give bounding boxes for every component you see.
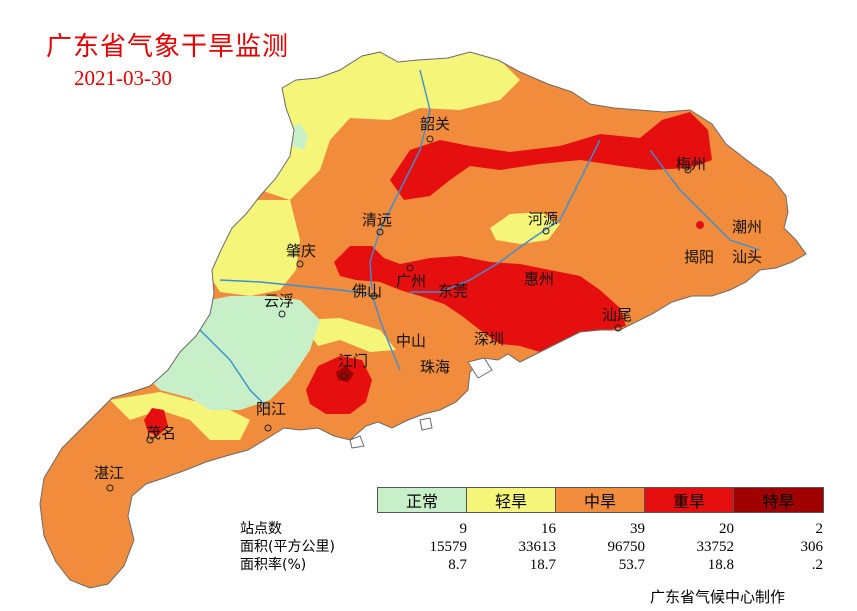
city-label-maoming: 茂名	[146, 424, 177, 442]
map-date: 2021-03-30	[74, 66, 172, 90]
zone-extreme-jiangmen	[336, 366, 354, 382]
marker-shanwei	[614, 324, 622, 332]
city-label-dongguan: 东莞	[438, 282, 469, 300]
zone-normal-west	[150, 296, 320, 410]
city-label-yunfu: 云浮	[264, 292, 295, 310]
city-label-shantou: 汕头	[732, 248, 763, 266]
zone-severe-maoming	[144, 408, 168, 436]
city-label-chaozhou: 潮州	[732, 218, 763, 236]
city-label-zhuhai: 珠海	[420, 358, 451, 376]
stats-value: 18.8	[707, 557, 734, 573]
zone-severe-jiangmen	[306, 356, 372, 414]
stats-value: .2	[811, 557, 823, 573]
legend-severe: 重旱	[645, 488, 734, 512]
marker-meizhou	[684, 166, 692, 174]
stats-row-area: 面积(平方公里) 15579 33613 96750 33752 306	[240, 538, 823, 556]
river-han	[649, 149, 761, 251]
legend-light: 轻旱	[467, 488, 556, 512]
stats-value: 8.7	[448, 557, 467, 573]
city-label-zhaoqing: 肇庆	[286, 242, 317, 260]
zone-light-central	[300, 318, 396, 352]
city-label-jiangmen: 江门	[338, 352, 369, 370]
city-label-jieyang: 揭阳	[684, 248, 715, 266]
stats-value: 15579	[429, 539, 468, 555]
stats-value: 16	[541, 521, 556, 537]
legend-moderate: 中旱	[556, 488, 645, 512]
river-east	[410, 139, 601, 293]
stats-value: 306	[800, 539, 824, 555]
stats-value: 20	[719, 521, 734, 537]
city-label-zhanjiang: 湛江	[94, 464, 125, 482]
city-label-guangzhou: 广州	[396, 272, 427, 290]
stats-value: 39	[630, 521, 645, 537]
island-2	[419, 417, 433, 431]
city-label-shanwei: 汕尾	[602, 306, 633, 324]
stats-value: 53.7	[618, 557, 645, 573]
marker-guangzhou	[406, 264, 414, 272]
marker-foshan	[370, 292, 378, 300]
city-label-shenzhen: 深圳	[474, 330, 505, 348]
marker-jiangmen	[340, 372, 348, 380]
zone-light-south	[110, 392, 250, 440]
marker-yunfu	[278, 310, 286, 318]
stats-table: 站点数 9 16 39 20 2 面积(平方公里) 15579 33613 96…	[240, 520, 823, 574]
city-label-foshan: 佛山	[352, 282, 383, 300]
city-markers	[106, 135, 692, 492]
marker-qingyuan	[376, 228, 384, 236]
islands	[349, 357, 493, 449]
stats-label: 面积率(%)	[240, 557, 307, 573]
stats-value: 33613	[518, 539, 557, 555]
stats-value: 33752	[696, 539, 735, 555]
zone-severe-north	[390, 112, 712, 200]
city-label-heyuan: 河源	[528, 210, 559, 228]
marker-shaoguan	[426, 135, 434, 143]
stats-value: 18.7	[529, 557, 556, 573]
city-label-meizhou: 梅州	[676, 155, 707, 173]
city-label-zhongshan: 中山	[396, 332, 427, 350]
marker-yangjiang	[264, 424, 272, 432]
marker-maoming	[146, 436, 154, 444]
zone-light-north	[260, 52, 520, 200]
city-label-huizhou: 惠州	[524, 270, 555, 288]
island-1	[467, 357, 493, 379]
stats-row-area-ratio: 面积率(%) 8.7 18.7 53.7 18.8 .2	[240, 556, 823, 574]
legend: 正常 轻旱 中旱 重旱 特旱	[377, 487, 824, 513]
stats-label: 面积(平方公里)	[240, 539, 335, 555]
stats-value: 9	[459, 521, 468, 537]
stats-value: 96750	[607, 539, 646, 555]
stats-label: 站点数	[240, 521, 282, 537]
zone-severe-jieyang-dot	[696, 221, 704, 229]
city-label-shaoguan: 韶关	[420, 115, 451, 133]
city-label-yangjiang: 阳江	[256, 400, 287, 418]
marker-zhaoqing	[296, 260, 304, 268]
river-north	[369, 69, 431, 291]
drought-zones	[110, 52, 712, 440]
marker-zhanjiang	[106, 484, 114, 492]
stats-row-stations: 站点数 9 16 39 20 2	[240, 520, 823, 538]
marker-heyuan	[542, 227, 550, 235]
map-title: 广东省气象干旱监测	[46, 32, 290, 62]
rivers	[199, 69, 761, 411]
legend-normal: 正常	[378, 488, 467, 512]
stats-value: 2	[815, 521, 824, 537]
legend-extreme: 特旱	[734, 488, 823, 512]
city-label-qingyuan: 清远	[362, 211, 393, 229]
river-west	[219, 279, 371, 295]
river-southwest	[199, 329, 271, 411]
island-3	[349, 435, 365, 449]
zone-light-heyuan	[490, 212, 560, 244]
credit-text: 广东省气候中心制作	[650, 588, 786, 606]
zone-severe-central	[334, 246, 626, 352]
river-delta	[371, 293, 401, 371]
